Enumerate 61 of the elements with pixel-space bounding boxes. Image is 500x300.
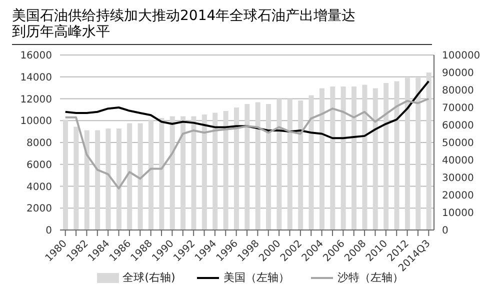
bar: [159, 118, 164, 230]
y2-tick-label: 10000: [442, 208, 474, 220]
bar: [106, 128, 111, 230]
bar: [170, 116, 175, 230]
bar: [372, 88, 378, 230]
bar: [138, 123, 143, 230]
y2-tick-label: 30000: [442, 173, 474, 184]
chart-title: 美国石油供给持续加大推动2014年全球石油产出增量达到历年高峰水平: [12, 8, 357, 40]
y-tick-label: 16000: [20, 50, 52, 62]
bar: [384, 83, 389, 230]
bar: [330, 86, 336, 230]
bar: [180, 116, 186, 230]
y-tick-label: 2000: [26, 204, 52, 215]
bar: [148, 120, 154, 230]
bar: [127, 123, 132, 230]
bar: [63, 120, 68, 230]
line-series: [64, 98, 430, 190]
bar: [84, 130, 90, 230]
y-tick-label: 6000: [26, 160, 52, 171]
bar: [276, 98, 282, 230]
y2-tick-label: 100000: [442, 50, 480, 62]
bar: [212, 112, 218, 230]
legend-label: 美国（左轴）: [223, 270, 290, 285]
bar: [308, 95, 314, 230]
bar: [352, 86, 357, 230]
y2-tick-label: 20000: [442, 190, 474, 202]
bar: [426, 72, 432, 230]
y2-tick-label: 40000: [442, 156, 474, 167]
y-tick-label: 8000: [26, 138, 52, 150]
bar: [287, 98, 292, 230]
bar: [394, 81, 400, 230]
bar: [362, 84, 368, 230]
bar: [404, 78, 410, 230]
bar: [266, 104, 272, 230]
y-tick-label: 14000: [20, 72, 52, 84]
bar: [234, 108, 239, 230]
bar: [298, 100, 304, 230]
y-tick-label: 0: [46, 226, 52, 237]
y2-tick-label: 90000: [442, 68, 474, 80]
bar: [202, 114, 207, 230]
bar: [416, 78, 421, 230]
y-tick-label: 12000: [20, 94, 52, 106]
y-tick-label: 10000: [20, 116, 52, 128]
y2-tick-label: 80000: [442, 86, 474, 97]
bar: [223, 111, 228, 230]
bar: [340, 86, 346, 230]
bar: [116, 128, 122, 230]
bar: [255, 102, 260, 230]
bar: [319, 88, 324, 230]
bar: [95, 130, 100, 230]
y2-tick-label: 50000: [442, 138, 474, 150]
legend-label: 沙特（左轴）: [337, 271, 404, 285]
bar: [74, 126, 79, 230]
y-tick-label: 4000: [26, 182, 52, 193]
bar: [191, 116, 196, 230]
legend-label: 全球(右轴): [122, 270, 176, 285]
bar: [244, 104, 250, 230]
line-series: [64, 80, 430, 140]
y2-tick-label: 70000: [442, 103, 474, 114]
y2-tick-label: 0: [442, 226, 448, 237]
y2-tick-label: 60000: [442, 120, 474, 132]
